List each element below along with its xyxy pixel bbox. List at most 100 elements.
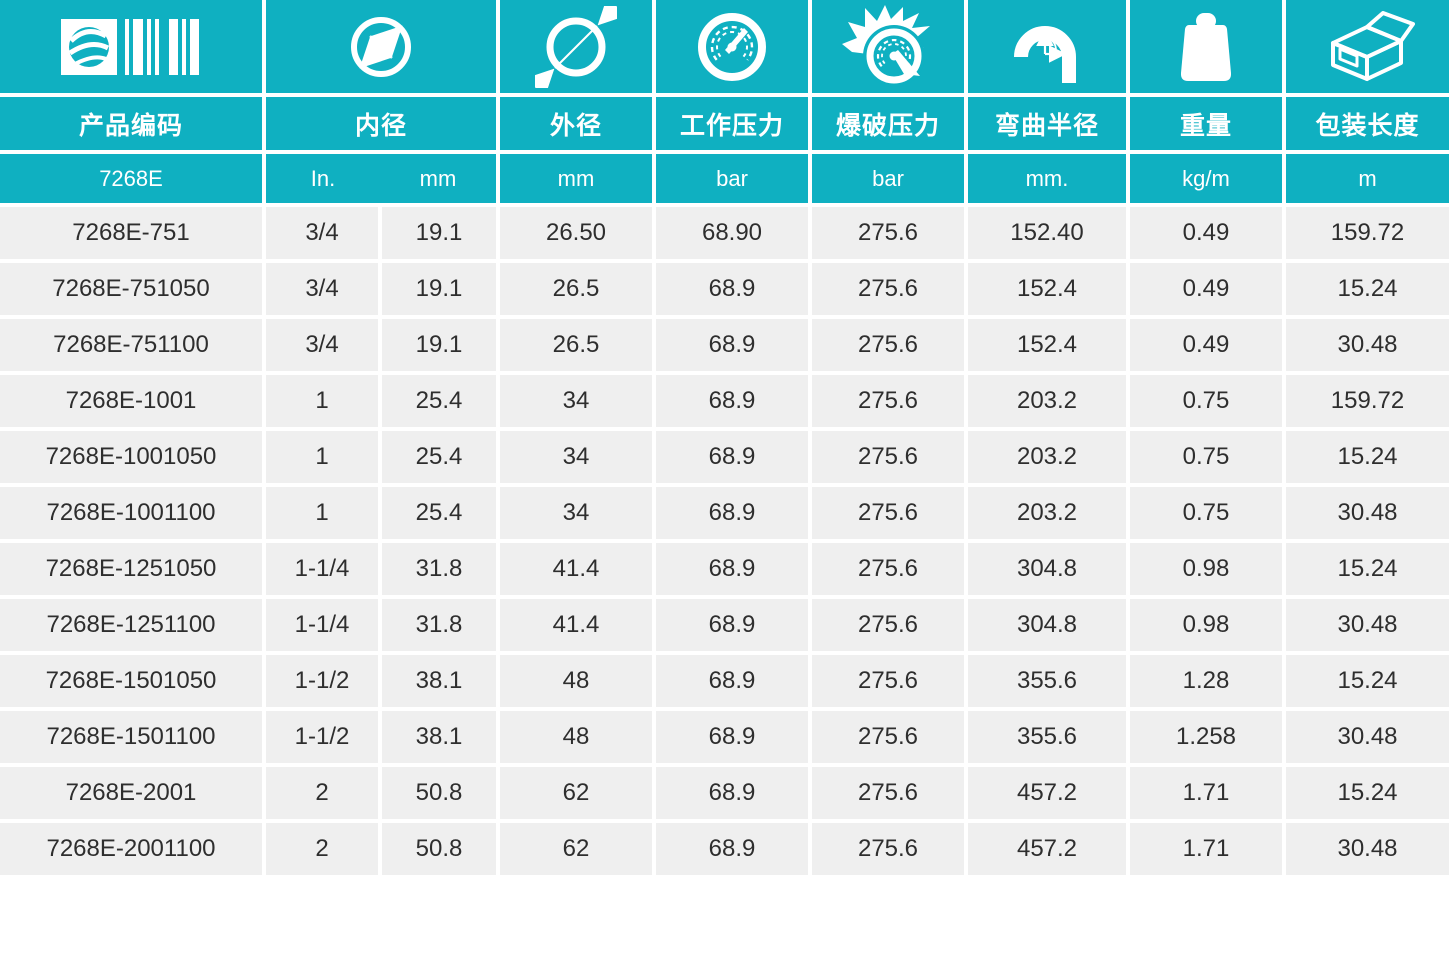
cell-bend-radius: 355.6 [968, 711, 1126, 763]
inner-diameter-icon [351, 16, 411, 77]
cell-bend-radius: 152.4 [968, 263, 1126, 315]
cell-working-pressure: 68.90 [656, 207, 808, 259]
cell-weight: 0.75 [1130, 431, 1282, 483]
cell-weight: 0.98 [1130, 543, 1282, 595]
cell-product-code: 7268E-751 [0, 207, 262, 259]
cell-working-pressure: 68.9 [656, 655, 808, 707]
cell-burst-pressure: 275.6 [812, 319, 964, 371]
cell-weight: 0.49 [1130, 263, 1282, 315]
column-header-inner-diameter: 内径 [266, 97, 496, 150]
cell-weight: 1.258 [1130, 711, 1282, 763]
unit-outer-diameter: mm [500, 154, 652, 203]
cell-product-code: 7268E-1001050 [0, 431, 262, 483]
cell-inner-diameter-mm: 38.1 [382, 655, 496, 707]
cell-working-pressure: 68.9 [656, 767, 808, 819]
cell-bend-radius: 304.8 [968, 599, 1126, 651]
cell-inner-diameter-in: 1-1/4 [266, 543, 378, 595]
cell-inner-diameter-in: 2 [266, 823, 378, 875]
cell-product-code: 7268E-2001 [0, 767, 262, 819]
cell-working-pressure: 68.9 [656, 375, 808, 427]
column-header-bend-radius: 弯曲半径 [968, 97, 1126, 150]
cell-working-pressure: 68.9 [656, 711, 808, 763]
cell-inner-diameter-in: 1 [266, 431, 378, 483]
unit-package-length: m [1286, 154, 1449, 203]
cell-product-code: 7268E-1501050 [0, 655, 262, 707]
cell-burst-pressure: 275.6 [812, 487, 964, 539]
cell-burst-pressure: 275.6 [812, 543, 964, 595]
cell-inner-diameter-mm: 50.8 [382, 767, 496, 819]
cell-inner-diameter-mm: 38.1 [382, 711, 496, 763]
outer-diameter-icon [535, 5, 617, 88]
cell-inner-diameter-in: 1 [266, 375, 378, 427]
unit-bend-radius: mm. [968, 154, 1126, 203]
cell-weight: 1.71 [1130, 767, 1282, 819]
cell-burst-pressure: 275.6 [812, 767, 964, 819]
cell-product-code: 7268E-751050 [0, 263, 262, 315]
cell-working-pressure: 68.9 [656, 319, 808, 371]
cell-weight: 1.28 [1130, 655, 1282, 707]
inner-diameter-icon-cell [266, 0, 496, 93]
cell-package-length: 15.24 [1286, 767, 1449, 819]
column-header-burst-pressure: 爆破压力 [812, 97, 964, 150]
cell-inner-diameter-in: 3/4 [266, 263, 378, 315]
cell-weight: 1.71 [1130, 823, 1282, 875]
cell-package-length: 30.48 [1286, 487, 1449, 539]
cell-bend-radius: 152.4 [968, 319, 1126, 371]
cell-outer-diameter: 41.4 [500, 543, 652, 595]
unit-burst-pressure: bar [812, 154, 964, 203]
cell-burst-pressure: 275.6 [812, 263, 964, 315]
cell-outer-diameter: 34 [500, 431, 652, 483]
package-length-icon-cell [1286, 0, 1449, 93]
cell-product-code: 7268E-1501100 [0, 711, 262, 763]
cell-outer-diameter: 26.5 [500, 263, 652, 315]
pressure-gauge-icon [698, 12, 766, 81]
unit-weight: kg/m [1130, 154, 1282, 203]
cell-inner-diameter-mm: 25.4 [382, 487, 496, 539]
cell-outer-diameter: 26.5 [500, 319, 652, 371]
cell-inner-diameter-in: 1-1/4 [266, 599, 378, 651]
cell-package-length: 159.72 [1286, 207, 1449, 259]
cell-bend-radius: 457.2 [968, 767, 1126, 819]
cell-working-pressure: 68.9 [656, 431, 808, 483]
bend-radius-icon-cell [968, 0, 1126, 93]
cell-working-pressure: 68.9 [656, 487, 808, 539]
cell-weight: 0.49 [1130, 319, 1282, 371]
cell-working-pressure: 68.9 [656, 823, 808, 875]
cell-bend-radius: 355.6 [968, 655, 1126, 707]
hose-spec-table: 产品编码 内径 外径 工作压力 爆破压力 弯曲半径 重量 包装长度 7268E … [0, 0, 1449, 875]
unit-product-series: 7268E [0, 154, 262, 203]
burst-pressure-icon-cell [812, 0, 964, 93]
cell-weight: 0.75 [1130, 487, 1282, 539]
cell-inner-diameter-mm: 25.4 [382, 375, 496, 427]
cell-working-pressure: 68.9 [656, 263, 808, 315]
unit-inner-diameter-mm: mm [419, 165, 457, 191]
burst-gauge-icon [842, 4, 930, 87]
working-pressure-icon-cell [656, 0, 808, 93]
cell-inner-diameter-mm: 25.4 [382, 431, 496, 483]
cell-burst-pressure: 275.6 [812, 823, 964, 875]
cell-inner-diameter-in: 3/4 [266, 319, 378, 371]
cell-outer-diameter: 26.50 [500, 207, 652, 259]
column-header-working-pressure: 工作压力 [656, 97, 808, 150]
cell-package-length: 15.24 [1286, 655, 1449, 707]
cell-bend-radius: 203.2 [968, 431, 1126, 483]
barcode-icon [61, 18, 199, 75]
cell-product-code: 7268E-751100 [0, 319, 262, 371]
weight-icon [1180, 12, 1232, 81]
cell-product-code: 7268E-1251050 [0, 543, 262, 595]
cell-product-code: 7268E-2001100 [0, 823, 262, 875]
cell-working-pressure: 68.9 [656, 599, 808, 651]
cell-weight: 0.98 [1130, 599, 1282, 651]
unit-inner-diameter-in: In. [310, 165, 336, 191]
weight-icon-cell [1130, 0, 1282, 93]
cell-package-length: 30.48 [1286, 319, 1449, 371]
cell-package-length: 30.48 [1286, 711, 1449, 763]
cell-bend-radius: 203.2 [968, 375, 1126, 427]
cell-inner-diameter-mm: 19.1 [382, 319, 496, 371]
cell-outer-diameter: 41.4 [500, 599, 652, 651]
cell-product-code: 7268E-1001100 [0, 487, 262, 539]
cell-burst-pressure: 275.6 [812, 711, 964, 763]
cell-bend-radius: 304.8 [968, 543, 1126, 595]
cell-package-length: 15.24 [1286, 543, 1449, 595]
unit-inner-diameter: In. mm [266, 154, 496, 203]
